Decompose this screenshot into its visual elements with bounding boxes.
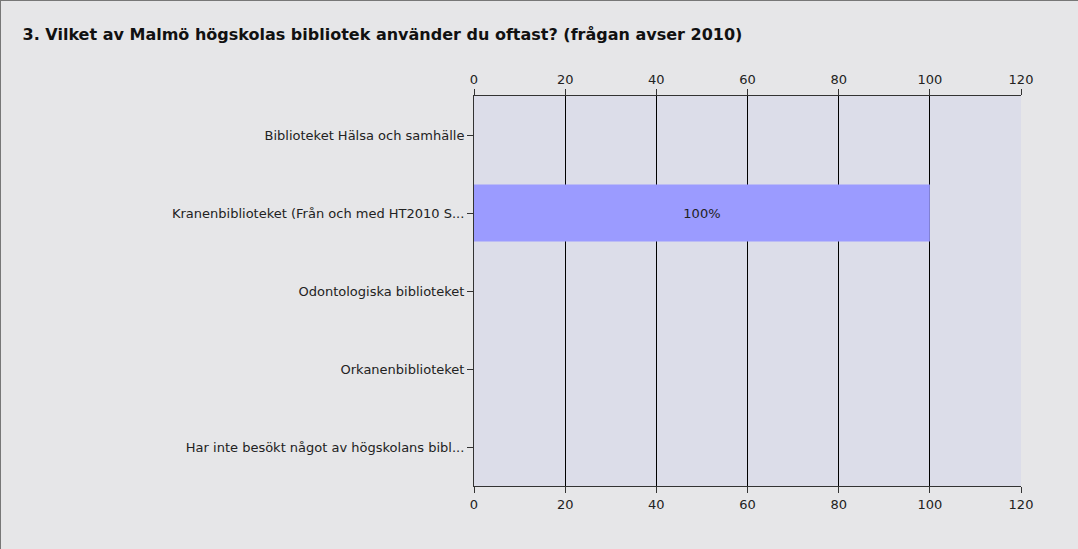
svg-text:Har inte besökt något av högsk: Har inte besökt något av högskolans bibl… <box>186 440 465 455</box>
svg-text:80: 80 <box>830 72 847 87</box>
svg-text:0: 0 <box>470 497 478 512</box>
svg-text:Kranenbiblioteket (Från och me: Kranenbiblioteket (Från och med HT2010 S… <box>172 206 464 221</box>
svg-text:120: 120 <box>1009 72 1034 87</box>
svg-text:60: 60 <box>739 72 756 87</box>
svg-text:20: 20 <box>557 72 574 87</box>
svg-text:Odontologiska biblioteket: Odontologiska biblioteket <box>299 284 465 299</box>
svg-text:0: 0 <box>470 72 478 87</box>
svg-text:40: 40 <box>648 72 665 87</box>
svg-text:100%: 100% <box>683 206 720 221</box>
svg-text:40: 40 <box>648 497 665 512</box>
svg-text:100: 100 <box>917 72 942 87</box>
svg-text:20: 20 <box>557 497 574 512</box>
svg-text:100: 100 <box>917 497 942 512</box>
svg-text:80: 80 <box>830 497 847 512</box>
svg-text:Orkanenbiblioteket: Orkanenbiblioteket <box>341 362 465 377</box>
svg-text:Biblioteket Hälsa och samhälle: Biblioteket Hälsa och samhälle <box>265 128 465 143</box>
svg-text:120: 120 <box>1009 497 1034 512</box>
svg-text:60: 60 <box>739 497 756 512</box>
svg-text:3. Vilket av Malmö högskolas b: 3. Vilket av Malmö högskolas bibliotek a… <box>23 25 743 44</box>
